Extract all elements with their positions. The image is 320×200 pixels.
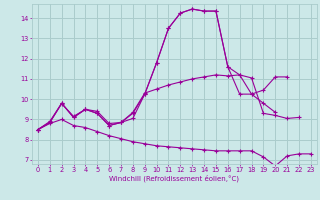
X-axis label: Windchill (Refroidissement éolien,°C): Windchill (Refroidissement éolien,°C) [109, 175, 239, 182]
